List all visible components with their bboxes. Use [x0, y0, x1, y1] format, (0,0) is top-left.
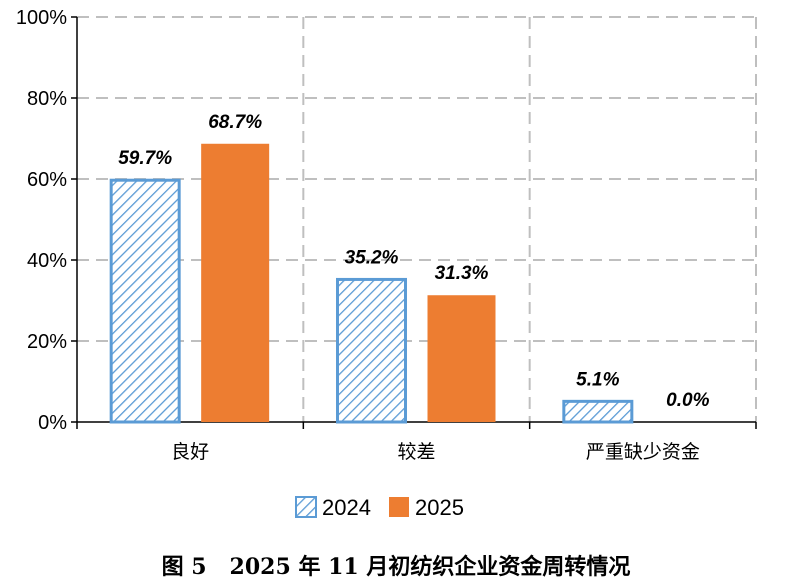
- legend-label-2024: 2024: [322, 495, 371, 520]
- y-tick-label: 20%: [27, 331, 67, 353]
- grid-lines: [77, 16, 757, 422]
- bar-2025-0: [201, 143, 270, 422]
- bars: [109, 143, 634, 424]
- x-category-label: 较差: [397, 441, 435, 463]
- x-category-label: 良好: [171, 441, 209, 463]
- axes: 0% 20% 40% 60% 80% 100% 良好 较差 严重缺少资金: [16, 7, 757, 463]
- data-label-2025-0: 68.7%: [208, 112, 262, 133]
- y-tick-label: 60%: [27, 169, 67, 191]
- data-label-2024-2: 5.1%: [576, 369, 619, 390]
- data-label-2024-1: 35.2%: [345, 247, 399, 268]
- legend-label-2025: 2025: [415, 495, 464, 520]
- x-category-label: 严重缺少资金: [586, 441, 700, 463]
- legend: 2024 2025: [295, 495, 464, 520]
- data-label-2025-2: 0.0%: [666, 390, 709, 411]
- y-tick-label: 0%: [38, 412, 67, 434]
- chart-title: 图 5 2025 年 11 月初纺织企业资金周转情况: [162, 554, 631, 580]
- data-label-2024-0: 59.7%: [118, 148, 172, 169]
- data-label-2025-1: 31.3%: [435, 263, 489, 284]
- data-labels: 59.7% 35.2% 5.1% 68.7% 31.3% 0.0%: [118, 112, 709, 411]
- y-tick-label: 80%: [27, 88, 67, 110]
- legend-swatch-2025: [389, 497, 409, 517]
- y-tick-label: 40%: [27, 250, 67, 272]
- y-tick-label: 100%: [16, 7, 67, 29]
- bar-2024-2: [562, 399, 634, 424]
- bar-2025-1: [427, 295, 496, 422]
- bar-2024-0: [109, 178, 181, 424]
- legend-swatch-2024: [295, 496, 317, 518]
- bar-2024-1: [336, 277, 407, 424]
